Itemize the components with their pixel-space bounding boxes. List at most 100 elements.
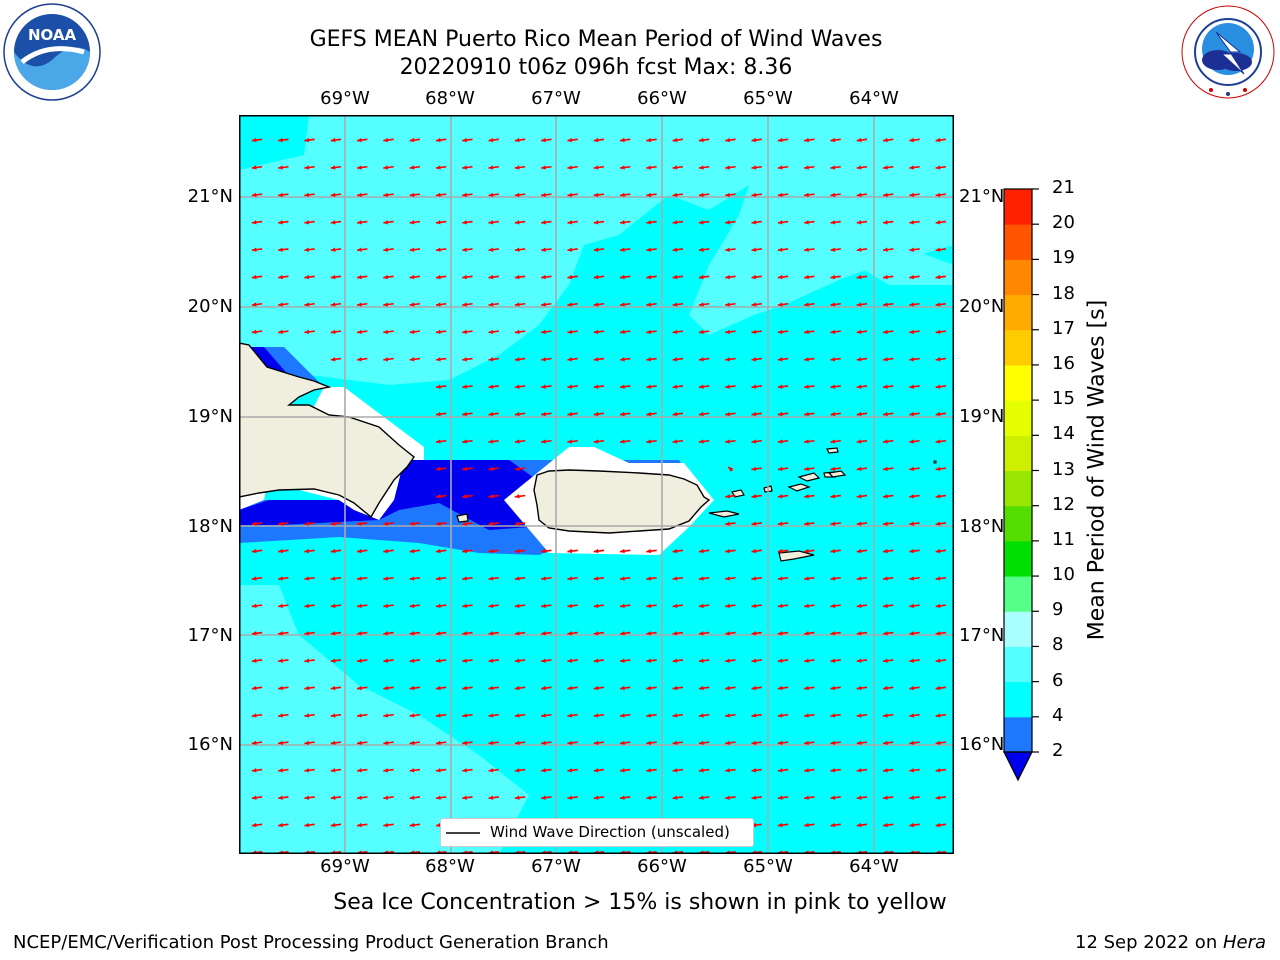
wind-wave-arrowhead <box>620 685 625 691</box>
wind-wave-arrowhead <box>672 768 678 773</box>
wind-wave-arrowhead <box>514 713 520 718</box>
wind-wave-arrowhead <box>830 603 836 609</box>
wind-wave-arrowhead <box>488 521 494 526</box>
wind-wave-arrowhead <box>777 576 783 581</box>
wind-wave-arrowhead <box>935 576 941 581</box>
wind-wave-arrowhead <box>409 768 415 773</box>
wind-wave-arrowhead <box>751 411 757 417</box>
wind-wave-arrowhead <box>620 274 625 280</box>
wind-wave-arrowhead <box>567 713 573 718</box>
wind-wave-arrowhead <box>751 137 757 143</box>
wind-wave-arrowhead <box>357 713 362 718</box>
wind-wave-arrowhead <box>935 685 941 691</box>
wind-wave-arrowhead <box>278 548 283 554</box>
wind-wave-arrowhead <box>383 658 389 663</box>
wind-wave-arrowhead <box>777 274 783 280</box>
wind-wave-arrowhead <box>330 740 336 746</box>
wind-wave-arrowhead <box>330 357 336 362</box>
wind-wave-arrowhead <box>804 302 809 307</box>
wind-wave-arrowhead <box>514 137 520 143</box>
wind-wave-arrowhead <box>620 384 625 389</box>
wind-wave-arrowhead <box>409 274 415 280</box>
noaa-logo-text: NOAA <box>28 26 77 44</box>
wind-wave-arrowhead <box>751 795 757 800</box>
wind-wave-arrowhead <box>488 302 494 307</box>
colorbar-label: Mean Period of Wind Waves [s] <box>1084 299 1110 641</box>
colorbar-tick-label: 13 <box>1052 458 1075 480</box>
wind-wave-arrowhead <box>435 274 441 280</box>
wind-wave-arrowhead <box>672 713 678 718</box>
wind-wave-arrowhead <box>541 795 546 800</box>
wind-wave-arrowhead <box>751 521 757 526</box>
wind-wave-arrowhead <box>435 631 441 636</box>
wind-wave-arrowhead <box>278 521 283 526</box>
wind-wave-arrowhead <box>646 576 652 581</box>
wind-wave-arrowhead <box>856 137 862 143</box>
wind-wave-arrowhead <box>488 795 494 800</box>
wind-wave-arrowhead <box>278 795 283 800</box>
wind-wave-arrowhead <box>383 576 389 581</box>
wind-wave-arrowhead <box>935 822 941 828</box>
footer-date: 12 Sep 2022 on Hera <box>1075 932 1266 953</box>
wind-wave-arrowhead <box>567 631 573 636</box>
wind-wave-arrowhead <box>409 247 415 252</box>
wind-wave-arrowhead <box>777 603 783 609</box>
wind-wave-arrowhead <box>330 713 336 718</box>
wind-wave-arrowhead <box>672 384 678 389</box>
wind-wave-arrowhead <box>777 411 783 417</box>
lon-label-bottom: 65°W <box>743 856 793 877</box>
wind-wave-arrowhead <box>435 192 441 198</box>
wind-wave-arrowhead <box>856 795 862 800</box>
lon-label-top: 66°W <box>637 88 687 109</box>
wind-wave-arrowhead <box>593 631 599 636</box>
wind-wave-arrowhead <box>751 302 757 307</box>
wind-wave-arrowhead <box>462 576 467 581</box>
wind-wave-arrowhead <box>435 137 441 143</box>
wind-wave-arrowhead <box>435 165 441 170</box>
wind-wave-arrowhead <box>514 439 520 444</box>
wind-wave-arrowhead <box>435 768 441 773</box>
colorbar-box <box>1004 364 1032 401</box>
wind-wave-arrowhead <box>935 247 941 252</box>
wind-wave-arrowhead <box>488 631 494 636</box>
wind-wave-arrowhead <box>435 384 441 389</box>
wind-wave-arrowhead <box>698 658 704 663</box>
wind-wave-arrowhead <box>698 576 704 581</box>
wind-wave-arrowhead <box>514 631 520 636</box>
wind-wave-arrowhead <box>488 685 494 691</box>
wind-wave-arrowhead <box>593 137 599 143</box>
wind-wave-arrowhead <box>330 548 336 554</box>
wind-wave-arrowhead <box>804 740 809 746</box>
lat-label-right: 21°N <box>959 186 1005 207</box>
map-frame <box>239 115 954 854</box>
wind-wave-arrowhead <box>698 713 704 718</box>
wind-wave-arrowhead <box>435 685 441 691</box>
land-vieques <box>708 510 740 518</box>
wind-wave-arrowhead <box>514 384 520 389</box>
wind-wave-arrowhead <box>777 439 783 444</box>
wind-wave-arrowhead <box>462 658 467 663</box>
land-st-croix <box>778 550 815 562</box>
wind-wave-arrowhead <box>698 137 704 143</box>
wind-wave-arrowhead <box>725 439 730 444</box>
wind-wave-arrowhead <box>909 274 915 280</box>
wind-wave-arrowhead <box>330 603 336 609</box>
wind-wave-arrowhead <box>856 494 862 499</box>
ocean-6-8 <box>239 115 954 385</box>
wind-wave-arrowhead <box>856 384 862 389</box>
wind-wave-arrowhead <box>935 439 941 444</box>
colorbar-box <box>1004 716 1032 753</box>
land-islet <box>827 470 847 478</box>
wind-wave-arrowhead <box>909 822 915 828</box>
wind-wave-arrowhead <box>804 466 809 472</box>
wind-wave-arrowhead <box>383 357 389 362</box>
wind-wave-arrowhead <box>357 137 362 143</box>
wind-wave-arrowhead <box>909 357 915 362</box>
ocean-4-6-patch <box>239 115 309 170</box>
wind-wave-arrowhead <box>909 384 915 389</box>
wind-wave-arrowhead <box>830 411 836 417</box>
wind-wave-arrowhead <box>646 603 652 609</box>
wind-wave-arrowhead <box>383 822 389 828</box>
wind-wave-arrowhead <box>620 603 625 609</box>
wind-wave-arrowhead <box>541 576 546 581</box>
